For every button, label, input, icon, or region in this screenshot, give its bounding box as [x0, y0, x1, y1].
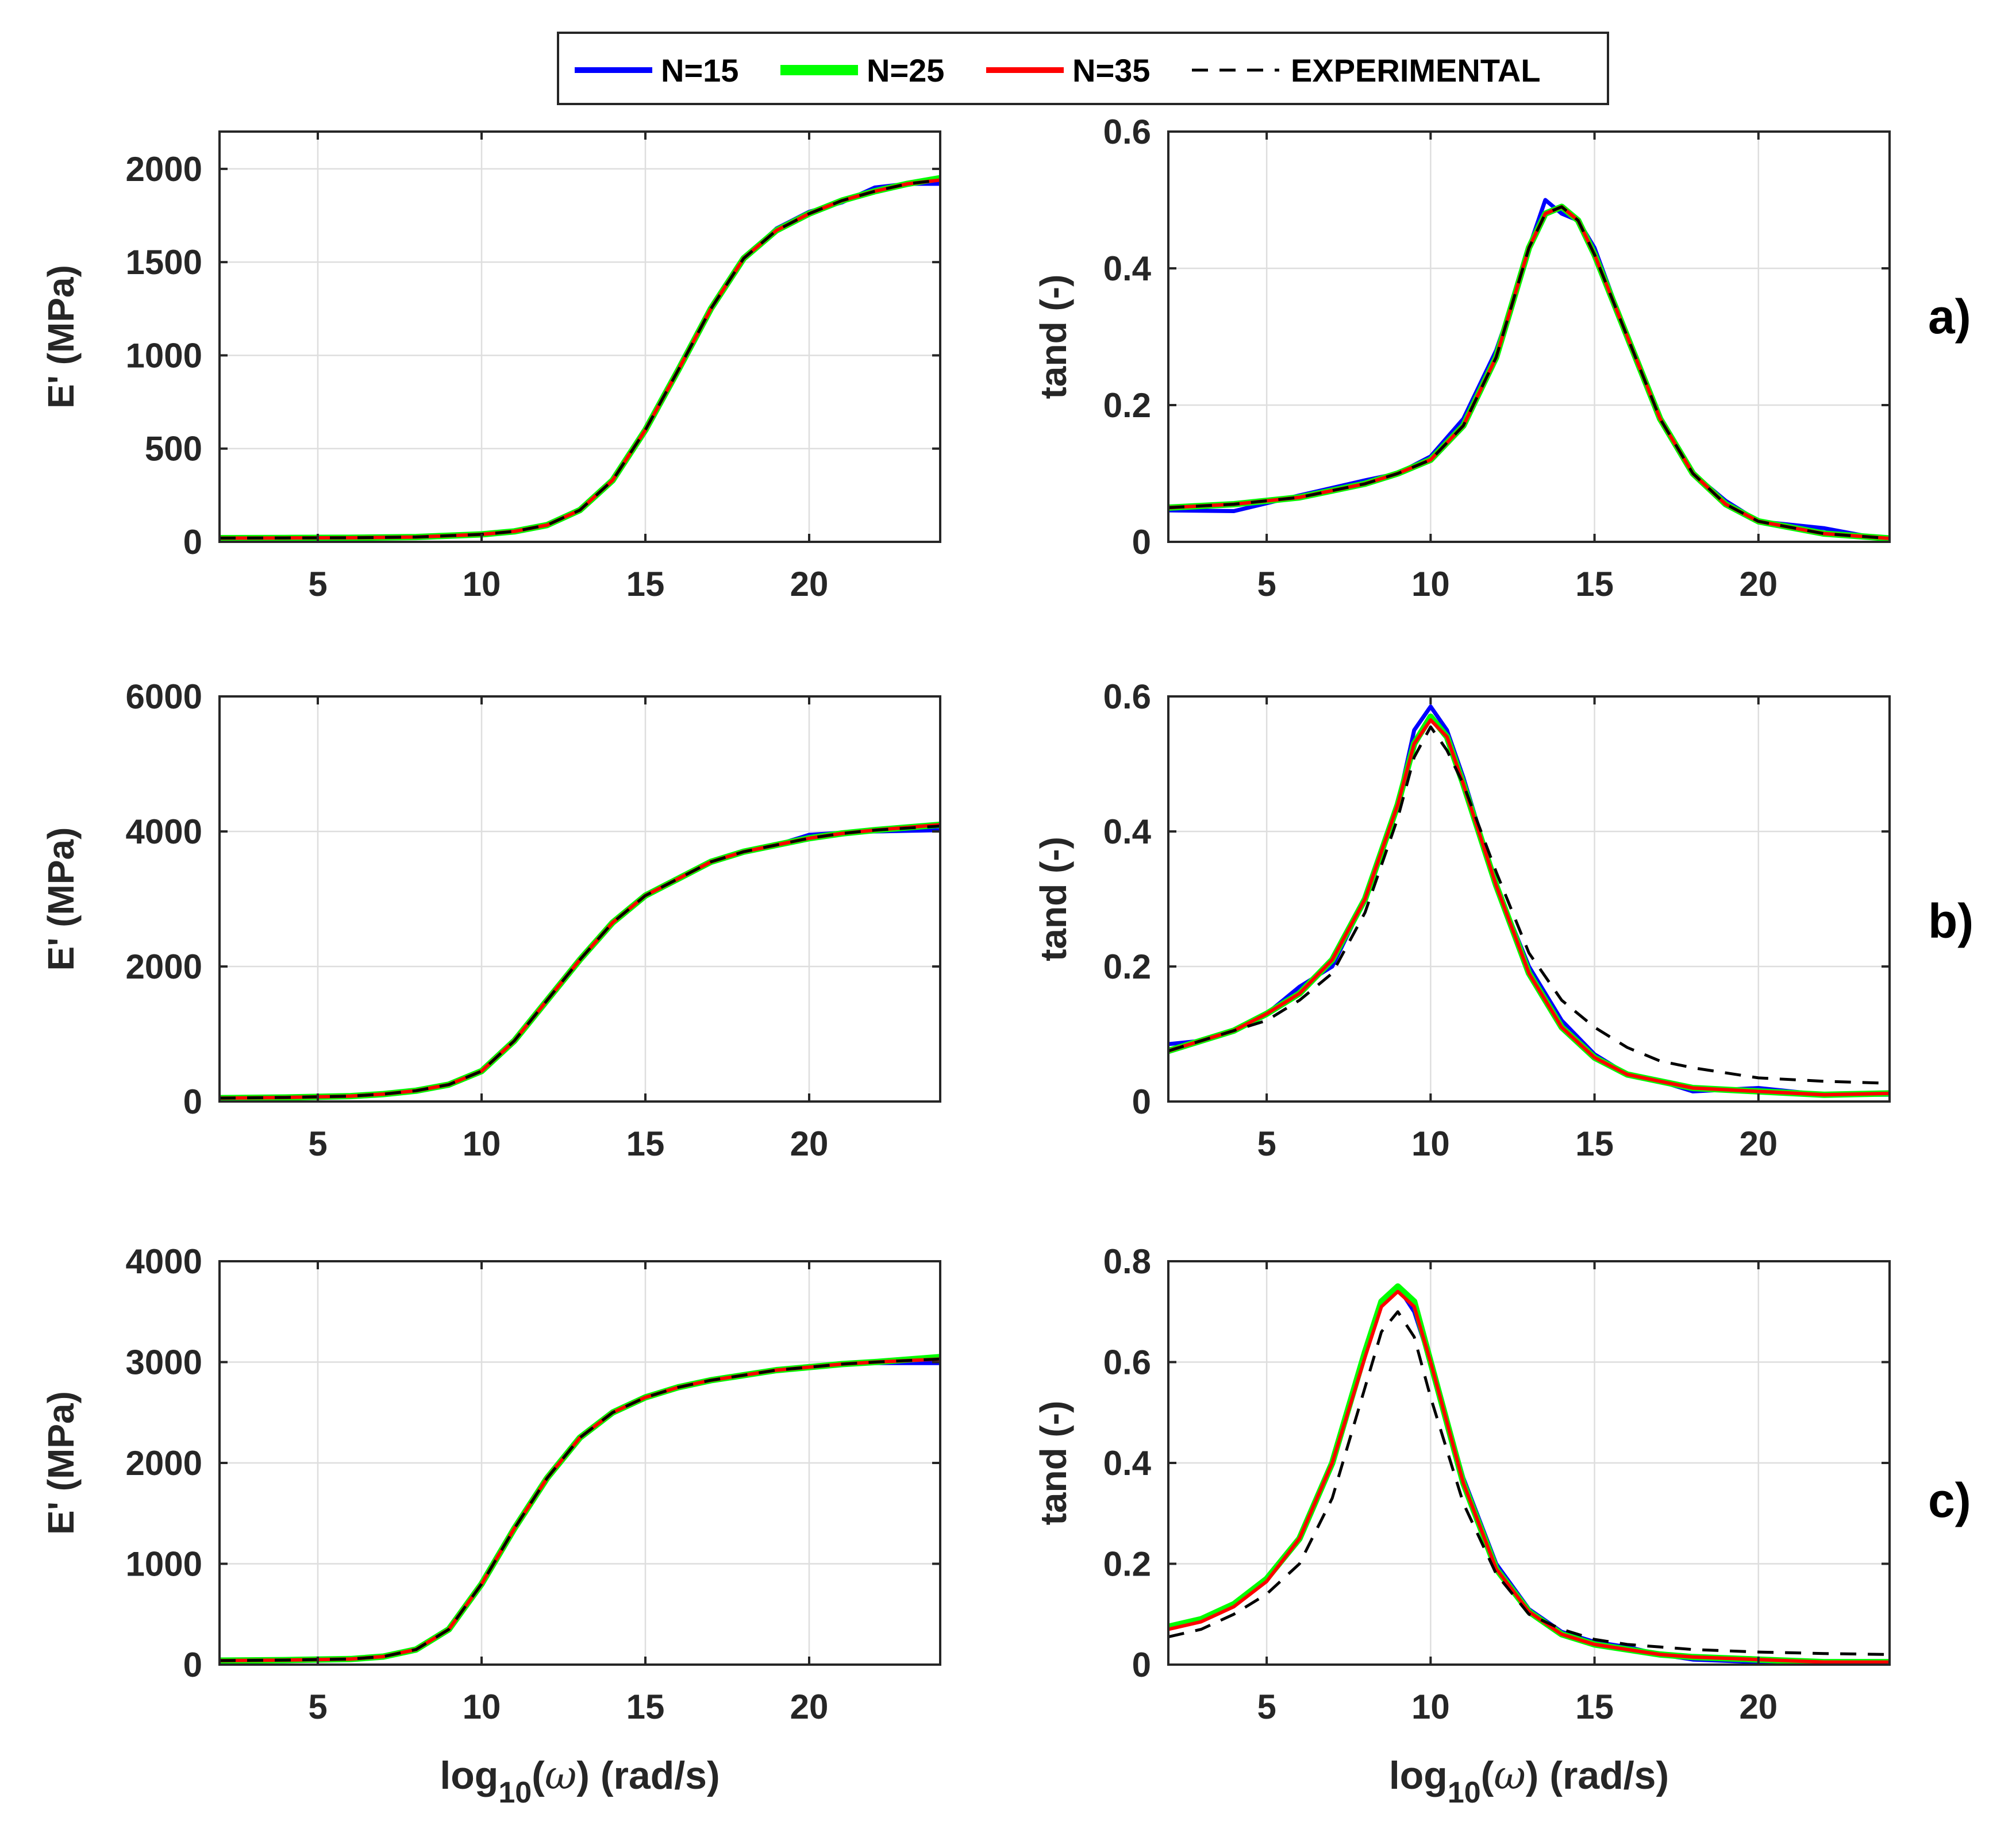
y-axis-label-b-left: E' (MPa) — [40, 827, 82, 971]
x-tick-label-c-left: 10 — [463, 1688, 501, 1726]
y-tick-label-a-left: 1500 — [126, 243, 202, 282]
series-n-25-a-right — [1168, 203, 1890, 542]
x-tick-label-a-right: 10 — [1411, 565, 1450, 603]
y-tick-label-c-left: 2000 — [126, 1444, 202, 1482]
y-tick-label-c-left: 4000 — [126, 1242, 202, 1281]
x-tick-label-a-right: 20 — [1739, 565, 1778, 603]
y-axis-label-c-right: tand (-) — [1033, 1401, 1074, 1526]
x-tick-label-b-right: 5 — [1257, 1124, 1276, 1163]
chart-b-loss-factor: 5 10 15 20 0 0.2 0.4 0.6 tand (-) — [1033, 677, 1891, 1163]
chart-c-storage-modulus: 5 10 15 20 0 1000 2000 3000 4000 E' (MPa) log10(ω)… — [40, 1242, 941, 1809]
y-tick-label-c-right: 0.8 — [1103, 1242, 1151, 1281]
y-tick-label-b-left: 6000 — [126, 677, 202, 716]
x-tick-label-b-right: 10 — [1411, 1124, 1450, 1163]
series-n-15-b-right — [1168, 704, 1890, 1097]
y-tick-label-c-left: 0 — [183, 1646, 202, 1684]
y-tick-label-a-right: 0.4 — [1103, 249, 1152, 288]
x-tick-label-c-left: 15 — [626, 1688, 665, 1726]
y-tick-label-b-right: 0.6 — [1103, 677, 1151, 716]
y-tick-label-c-right: 0.2 — [1103, 1545, 1151, 1584]
axes-frame-b-right — [1167, 695, 1891, 1103]
series-experimental-b-left — [220, 825, 940, 1100]
y-tick-label-c-left: 3000 — [126, 1343, 202, 1382]
y-tick-label-c-left: 1000 — [126, 1545, 202, 1584]
x-tick-label-c-left: 20 — [790, 1688, 829, 1726]
series-n-25-c-left — [220, 1354, 940, 1664]
x-tick-label-a-left: 10 — [463, 565, 501, 603]
x-tick-label-c-right: 20 — [1739, 1688, 1778, 1726]
x-tick-label-a-right: 15 — [1575, 565, 1614, 603]
y-tick-label-b-right: 0.4 — [1103, 812, 1152, 851]
series-n-25-b-right — [1168, 713, 1890, 1098]
series-n-35-c-right — [1168, 1289, 1890, 1664]
series-n-35-c-left — [220, 1357, 940, 1662]
x-axis-label-c-left: log10(ω) (rad/s) — [440, 1753, 720, 1809]
series-experimental-c-right — [1168, 1310, 1890, 1656]
series-experimental-c-left — [220, 1357, 940, 1662]
y-tick-label-c-right: 0 — [1132, 1646, 1151, 1684]
series-experimental-a-left — [220, 178, 940, 540]
axes-frame-a-left — [218, 130, 941, 543]
chart-a-loss-factor: 5 10 15 20 0 0.2 0.4 0.6 tand (-) — [1033, 113, 1891, 603]
legend-box — [557, 32, 1609, 105]
y-tick-label-c-right: 0.4 — [1103, 1444, 1152, 1482]
x-tick-label-a-left: 5 — [308, 565, 327, 603]
y-tick-label-a-right: 0 — [1132, 523, 1151, 561]
panel-label-b: b) — [1928, 894, 1973, 948]
x-tick-label-b-left: 10 — [463, 1124, 501, 1163]
y-tick-label-a-left: 2000 — [126, 150, 202, 188]
series-n-15-c-right — [1168, 1284, 1890, 1665]
x-tick-label-c-left: 5 — [308, 1688, 327, 1726]
y-tick-label-b-right: 0.2 — [1103, 948, 1151, 986]
y-tick-label-b-left: 2000 — [126, 948, 202, 986]
x-tick-label-c-right: 10 — [1411, 1688, 1450, 1726]
y-tick-label-a-left: 0 — [183, 523, 202, 561]
panel-label-c: c) — [1928, 1473, 1971, 1527]
series-n-25-a-left — [220, 175, 940, 541]
legend-label-n35: N=35 — [1072, 52, 1150, 88]
x-tick-label-a-right: 5 — [1257, 565, 1276, 603]
y-axis-label-a-left: E' (MPa) — [40, 265, 82, 409]
panel-label-a: a) — [1928, 290, 1971, 344]
axes-frame-b-left — [218, 695, 941, 1103]
series-experimental-b-right — [1168, 725, 1890, 1085]
x-tick-label-c-right: 5 — [1257, 1688, 1276, 1726]
y-axis-label-a-right: tand (-) — [1033, 275, 1074, 399]
chart-a-storage-modulus: 5 10 15 20 0 500 1000 1500 2000 E' (MPa) — [40, 130, 941, 603]
axes-frame-a-right — [1167, 130, 1891, 543]
x-tick-label-b-right: 20 — [1739, 1124, 1778, 1163]
y-axis-label-b-right: tand (-) — [1033, 837, 1074, 961]
x-tick-label-b-right: 15 — [1575, 1124, 1614, 1163]
y-tick-label-a-right: 0.6 — [1103, 113, 1151, 151]
y-tick-label-b-right: 0 — [1132, 1083, 1151, 1121]
y-tick-label-a-left: 500 — [145, 430, 202, 468]
y-tick-label-a-right: 0.2 — [1103, 386, 1151, 425]
legend-label-experimental: EXPERIMENTAL — [1291, 52, 1541, 88]
x-tick-label-b-left: 20 — [790, 1124, 829, 1163]
chart-b-storage-modulus: 5 10 15 20 0 2000 4000 6000 E' (MPa) — [40, 677, 941, 1163]
y-tick-label-a-left: 1000 — [126, 336, 202, 375]
y-tick-label-b-left: 4000 — [126, 812, 202, 851]
series-n-35-a-left — [220, 178, 940, 540]
x-tick-label-a-left: 20 — [790, 565, 829, 603]
x-axis-label-c-right: log10(ω) (rad/s) — [1389, 1753, 1669, 1809]
legend-label-n25: N=25 — [867, 52, 944, 88]
series-experimental-a-right — [1168, 205, 1890, 540]
chart-c-loss-factor: 5 10 15 20 0 0.2 0.4 0.6 0.8 tand (-) log10(ω) (ra… — [1033, 1242, 1891, 1809]
series-n-35-b-right — [1168, 718, 1890, 1097]
x-tick-label-a-left: 15 — [626, 565, 665, 603]
y-tick-label-b-left: 0 — [183, 1083, 202, 1121]
legend-label-n15: N=15 — [661, 52, 738, 88]
y-tick-label-c-right: 0.6 — [1103, 1343, 1151, 1382]
x-tick-label-b-left: 15 — [626, 1124, 665, 1163]
x-tick-label-b-left: 5 — [308, 1124, 327, 1163]
legend: N=15 N=25 N=35 EXPERIMENTAL — [557, 32, 1609, 105]
series-n-35-b-left — [220, 823, 940, 1100]
series-n-15-a-left — [220, 182, 940, 540]
y-axis-label-c-left: E' (MPa) — [40, 1391, 82, 1535]
x-tick-label-c-right: 15 — [1575, 1688, 1614, 1726]
series-n-15-c-left — [220, 1361, 940, 1663]
